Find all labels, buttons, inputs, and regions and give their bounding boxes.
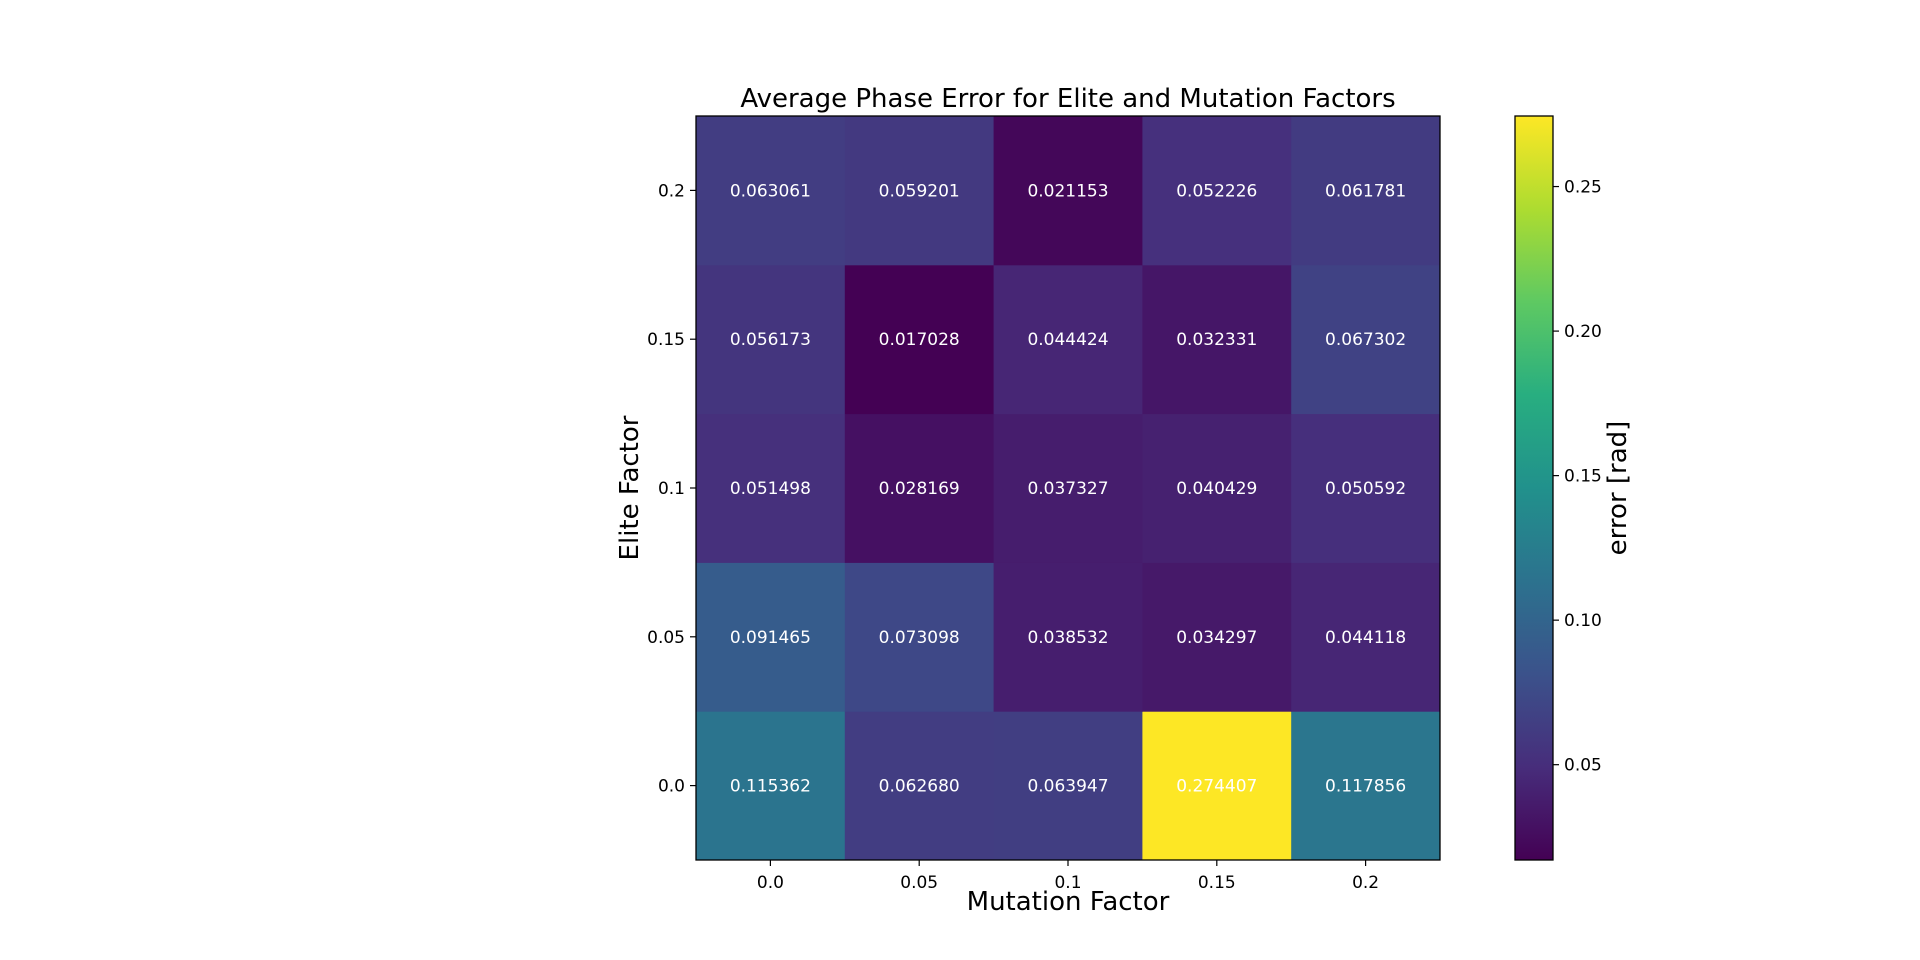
- heatmap-cell: [993, 413, 1143, 563]
- cell-value-label: 0.073098: [879, 628, 960, 648]
- colorbar-tick-label: 0.10: [1564, 611, 1602, 631]
- cell-value-label: 0.062680: [879, 777, 960, 797]
- heatmap-cell: [1291, 562, 1441, 712]
- x-axis-ticks: 0.0 0.05 0.1 0.15 0.2: [757, 860, 1379, 893]
- heatmap-cell: [1142, 711, 1292, 861]
- cell-value-label: 0.274407: [1176, 777, 1257, 797]
- cell-value-label: 0.052226: [1176, 181, 1257, 201]
- heatmap-cell: [1142, 116, 1292, 266]
- heatmap-cell: [1142, 264, 1292, 415]
- heatmap-cell: [696, 116, 846, 266]
- cell-value-label: 0.021153: [1027, 181, 1108, 201]
- heatmap-cell: [1291, 711, 1441, 861]
- colorbar-tick-label: 0.25: [1564, 178, 1602, 198]
- heatmap-cell: [844, 711, 995, 861]
- y-axis-ticks: 0.0 0.05 0.1 0.15 0.2: [647, 181, 696, 797]
- heatmap-cell: [993, 562, 1143, 712]
- heatmap-cell: [844, 562, 995, 712]
- colorbar: [1514, 115, 1554, 861]
- heatmap-cell: [1142, 562, 1292, 712]
- y-axis-label: Elite Factor: [615, 415, 645, 560]
- cell-value-label: 0.040429: [1176, 479, 1257, 499]
- heatmap-cell-labels: 0.115362 0.062680 0.063947 0.274407 0.117856…: [730, 181, 1406, 796]
- cell-value-label: 0.044118: [1325, 628, 1406, 648]
- y-tick-label: 0.1: [658, 479, 685, 499]
- colorbar-tick-label: 0.20: [1564, 322, 1602, 342]
- cell-value-label: 0.038532: [1027, 628, 1108, 648]
- cell-value-label: 0.017028: [879, 330, 960, 350]
- cell-value-label: 0.032331: [1176, 330, 1257, 350]
- heatmap-cell: [696, 413, 846, 563]
- chart-title: Average Phase Error for Elite and Mutati…: [740, 84, 1395, 114]
- heatmap-cell: [993, 116, 1143, 266]
- colorbar-tick-label: 0.05: [1564, 756, 1602, 776]
- colorbar-ticks: 0.05 0.10 0.15 0.20 0.25: [1553, 178, 1602, 776]
- y-tick-label: 0.0: [658, 777, 685, 797]
- heatmap-cell: [993, 711, 1143, 861]
- heatmap-cell: [844, 264, 995, 415]
- heatmap-cells: [696, 116, 1441, 861]
- cell-value-label: 0.115362: [730, 777, 811, 797]
- x-tick-label: 0.2: [1352, 873, 1379, 893]
- cell-value-label: 0.051498: [730, 479, 811, 499]
- cell-value-label: 0.091465: [730, 628, 811, 648]
- heatmap-cell: [1291, 264, 1441, 415]
- heatmap-cell: [1142, 413, 1292, 563]
- heatmap-cell: [696, 711, 846, 861]
- cell-value-label: 0.063947: [1027, 777, 1108, 797]
- heatmap-cell: [696, 264, 846, 415]
- y-tick-label: 0.05: [647, 628, 685, 648]
- cell-value-label: 0.050592: [1325, 479, 1406, 499]
- cell-value-label: 0.059201: [879, 181, 960, 201]
- cell-value-label: 0.037327: [1027, 479, 1108, 499]
- cell-value-label: 0.034297: [1176, 628, 1257, 648]
- y-tick-label: 0.2: [658, 181, 685, 201]
- heatmap-cell: [844, 413, 995, 563]
- heatmap-cell: [844, 116, 995, 266]
- cell-value-label: 0.067302: [1325, 330, 1406, 350]
- heatmap-cell: [1291, 116, 1441, 266]
- x-tick-label: 0.0: [757, 873, 784, 893]
- cell-value-label: 0.063061: [730, 181, 811, 201]
- cell-value-label: 0.061781: [1325, 181, 1406, 201]
- cell-value-label: 0.117856: [1325, 777, 1406, 797]
- x-tick-label: 0.15: [1198, 873, 1236, 893]
- heatmap-cell: [696, 562, 846, 712]
- y-tick-label: 0.15: [647, 330, 685, 350]
- x-axis-label: Mutation Factor: [967, 887, 1170, 917]
- x-tick-label: 0.05: [900, 873, 938, 893]
- colorbar-tick-label: 0.15: [1564, 467, 1602, 487]
- cell-value-label: 0.044424: [1027, 330, 1108, 350]
- heatmap-cell: [1291, 413, 1441, 563]
- colorbar-label: error [rad]: [1603, 421, 1633, 556]
- cell-value-label: 0.056173: [730, 330, 811, 350]
- x-tick-label: 0.1: [1054, 873, 1081, 893]
- cell-value-label: 0.028169: [879, 479, 960, 499]
- heatmap-cell: [993, 264, 1143, 415]
